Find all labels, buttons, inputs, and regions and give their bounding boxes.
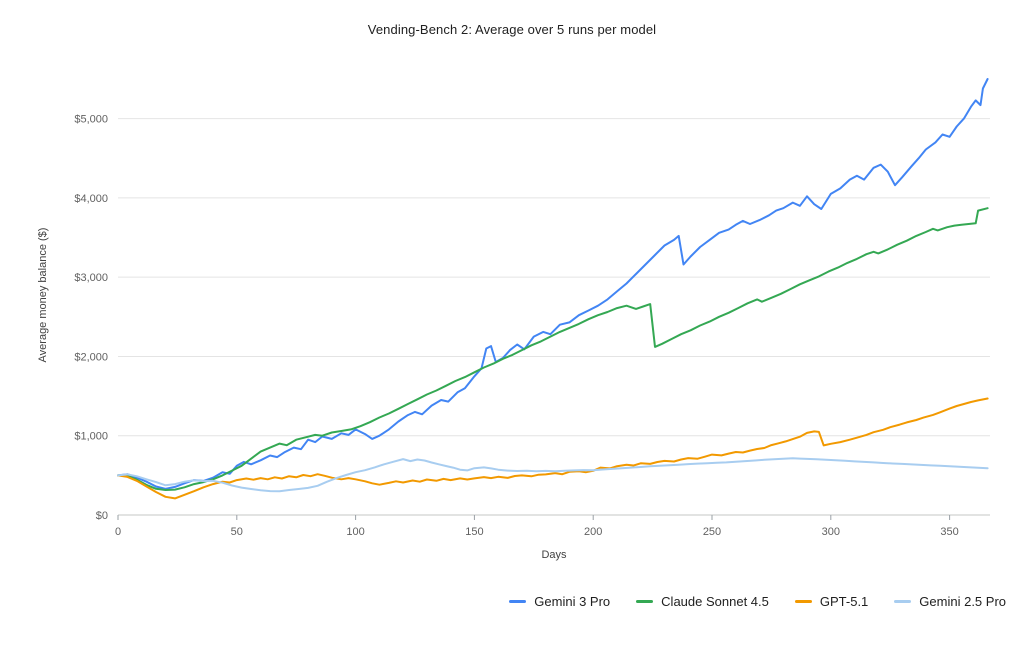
axis-layer: 0 50 100 150 200 250 300 350 [115,514,990,538]
legend-swatch [636,600,654,603]
legend-label: Gemini 2.5 Pro [919,594,1006,609]
x-tick-label: 100 [346,526,364,538]
series-line-gemini-2-5-pro [117,457,989,493]
y-tick-label: $4,000 [74,193,108,205]
x-tick-label: 50 [231,526,243,538]
legend-item-gpt-5-1[interactable]: GPT-5.1 [794,594,869,609]
y-axis-title: Average money balance ($) [37,228,49,363]
legend-label: GPT-5.1 [819,594,869,609]
y-tick-label: $0 [96,510,108,522]
legend-item-gemini-2-5-pro[interactable]: Gemini 2.5 Pro [894,594,1006,609]
series-line-gemini-3-pro [117,78,989,490]
grid-layer: $0 $1,000 $2,000 $3,000 $4,000 $5,000 [74,114,990,522]
y-tick-label: $5,000 [74,114,108,126]
x-tick-label: 350 [940,526,958,538]
legend-swatch [509,600,527,603]
legend-swatch [894,600,912,603]
legend-item-gemini-3-pro[interactable]: Gemini 3 Pro [509,594,610,609]
legend-swatch [794,600,812,603]
x-tick-label: 0 [115,526,121,538]
chart-title: Vending-Bench 2: Average over 5 runs per… [367,22,657,37]
y-tick-label: $2,000 [74,351,108,363]
legend-label: Claude Sonnet 4.5 [661,594,769,609]
series-layer [117,78,989,500]
x-tick-label: 150 [465,526,483,538]
y-tick-label: $1,000 [74,431,108,443]
x-tick-label: 200 [584,526,602,538]
line-chart: $0 $1,000 $2,000 $3,000 $4,000 $5,000 0 50 100 1… [37,78,990,561]
legend-item-claude-sonnet-4-5[interactable]: Claude Sonnet 4.5 [636,594,769,609]
legend-label: Gemini 3 Pro [534,594,611,609]
x-tick-label: 300 [822,526,840,538]
x-tick-label: 250 [703,526,721,538]
series-line-gpt-5-1 [117,397,989,500]
series-line-claude-sonnet-4-5 [117,207,989,491]
x-axis-title: Days [541,549,567,561]
legend: Gemini 3 Pro Claude Sonnet 4.5 GPT-5.1 Gemi… [509,594,1006,609]
y-tick-label: $3,000 [74,272,108,284]
